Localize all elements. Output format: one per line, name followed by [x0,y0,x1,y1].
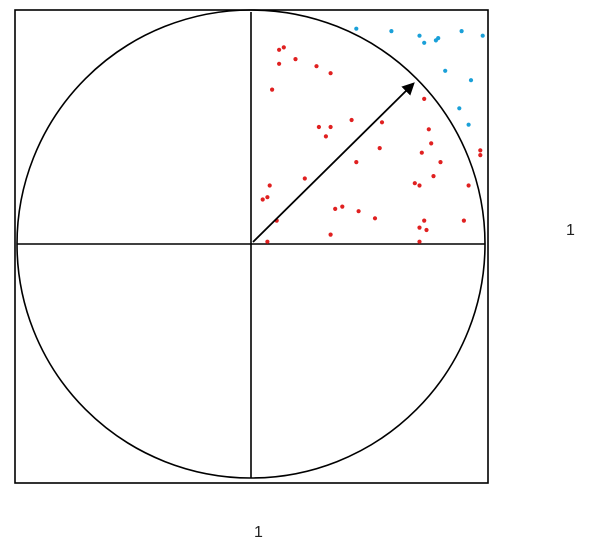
arrow-icon [252,82,415,243]
outside-point [389,29,394,34]
inside-point [438,160,443,165]
inside-point [354,160,359,165]
inside-point [417,239,422,244]
inside-point [461,218,466,223]
inside-point [293,57,298,62]
inside-point [340,204,345,209]
outside-point [459,29,464,34]
inside-point [478,153,483,158]
inside-point [328,71,333,76]
inside-point [422,96,427,101]
inside-point [265,239,270,244]
inside-point [417,225,422,230]
inside-point [277,61,282,66]
inside-point [333,206,338,211]
inside-point [478,148,483,153]
inside-point [323,134,328,139]
inside-point [328,124,333,130]
inside-point [281,45,286,50]
outside-point [480,33,485,38]
inside-point [267,183,272,188]
outside-point [417,33,422,38]
inside-point [270,87,275,92]
inside-point [426,127,431,132]
inside-point [356,209,361,214]
inside-point [377,146,382,151]
inside-point [424,227,429,233]
inside-point [302,176,307,181]
bottom-length-label: 1 [254,524,263,541]
inside-point [260,197,265,202]
inside-point [379,120,385,125]
inside-point [422,218,427,223]
inside-point [277,47,282,52]
outside-point [466,122,471,127]
sample-points [260,26,485,244]
outside-point [443,68,448,73]
outside-point [422,40,427,45]
inside-point [316,124,321,130]
inside-point [412,181,417,186]
inside-point [417,183,422,188]
inside-point [466,183,471,188]
outside-point [457,106,462,111]
inside-point [314,64,319,69]
inside-point [328,232,333,237]
inside-point [372,216,378,221]
inside-point [349,117,354,123]
outside-point [436,36,441,41]
inside-point [265,195,270,200]
inside-point [431,174,436,179]
outside-point [468,78,474,83]
outside-point [354,26,359,31]
side-length-label: 1 [566,222,575,239]
inside-point [429,141,434,146]
inside-point [419,150,424,155]
